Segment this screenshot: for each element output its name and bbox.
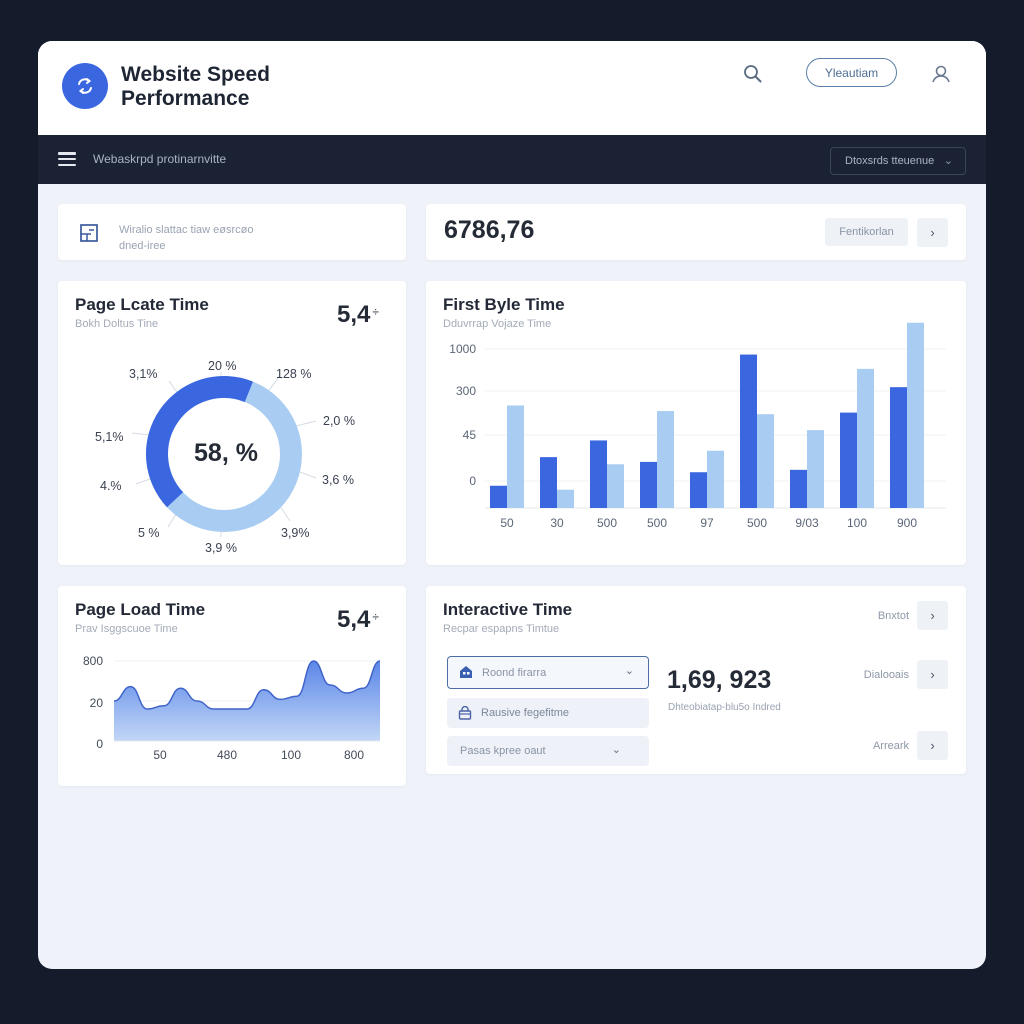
donut-label: 20 % (208, 359, 237, 373)
card-title: First Byle Time (443, 295, 565, 314)
summary-action-button[interactable]: Fentikorlan (825, 218, 908, 246)
side-item-label[interactable]: Dialooais (863, 669, 909, 681)
svg-text:900: 900 (897, 516, 917, 530)
svg-text:100: 100 (281, 748, 301, 762)
svg-text:1000: 1000 (449, 342, 476, 356)
side-item-label[interactable]: Bnxtot (877, 610, 909, 622)
card-metric: 5,4 ÷ (337, 301, 379, 329)
info-line1: Wiralio slattac tiaw eøsrcøo (119, 224, 254, 236)
svg-text:100: 100 (847, 516, 867, 530)
filter-select-value: Rausive fegefitme (481, 707, 570, 719)
header-action-button[interactable]: Yleautiam (806, 58, 897, 87)
kpi-subtitle: Dhteobiatap-blu5o Indred (668, 702, 781, 713)
donut-label: 4.% (100, 479, 122, 493)
donut-label: 3,9% (281, 526, 310, 540)
metric-suffix: ÷ (372, 610, 379, 624)
svg-text:800: 800 (344, 748, 364, 762)
chevron-right-icon[interactable]: › (917, 660, 948, 689)
card-title: Interactive Time (443, 600, 573, 619)
layout-icon (79, 223, 99, 243)
kpi-value: 1,69, 923 (667, 666, 772, 694)
card-metric: 5,4 ÷ (337, 606, 379, 634)
donut-label: 3,1% (129, 367, 158, 381)
svg-text:0: 0 (469, 474, 476, 488)
app-window: Website Speed Performance Yleautiam Weba… (38, 41, 986, 969)
card-title: Page Load Time (75, 600, 206, 619)
info-line2: dned-iree (119, 240, 166, 252)
donut-label: 3,6 % (322, 473, 354, 487)
area-chart: 800 20 0 50 480 100 800 (83, 654, 381, 762)
app-title-line2: Performance (121, 87, 250, 110)
summary-value: 6786,76 (444, 216, 535, 244)
card-subtitle: Dduvrrap Vojaze Time (443, 318, 552, 330)
svg-text:50: 50 (153, 748, 167, 762)
chevron-down-icon: ⌄ (624, 665, 634, 677)
donut-label: 3,9 % (205, 541, 237, 555)
nav-dropdown[interactable]: Dtoxsrds tteuenue ⌄ (830, 147, 966, 175)
svg-text:0: 0 (96, 737, 103, 751)
side-item-label[interactable]: Arreark (872, 740, 909, 752)
building-icon (459, 665, 473, 679)
donut-label: 128 % (276, 367, 312, 381)
svg-text:50: 50 (500, 516, 514, 530)
svg-text:20: 20 (90, 696, 104, 710)
chevron-right-icon[interactable]: › (917, 601, 948, 630)
svg-text:500: 500 (747, 516, 767, 530)
metric-value: 5,4 (337, 606, 371, 633)
donut-card: Page Lcate Time Bokh Doltus Tine 5,4 ÷ (58, 281, 406, 565)
filter-select-secondary[interactable]: Rausive fegefitme (447, 698, 649, 728)
svg-text:800: 800 (83, 654, 103, 668)
svg-text:500: 500 (597, 516, 617, 530)
svg-text:45: 45 (463, 428, 477, 442)
bar-chart-card: First Byle Time Dduvrrap Vojaze Time 100… (426, 281, 966, 565)
filter-select-tertiary[interactable]: Pasas kpree oaut ⌄ (447, 736, 649, 766)
card-subtitle: Bokh Doltus Tine (75, 318, 159, 330)
card-title: Page Lcate Time (75, 295, 209, 314)
summary-card: 6786,76 Fentikorlan › (426, 204, 966, 260)
app-title-line1: Website Speed (121, 63, 270, 86)
card-subtitle: Recpar espapns Timtue (443, 623, 560, 635)
svg-text:300: 300 (456, 384, 476, 398)
filter-select-value: Pasas kpree oaut (460, 745, 546, 757)
nav-breadcrumb: Webaskrpd protinarnvitte (93, 152, 227, 166)
filter-select-value: Roond firarra (482, 666, 547, 679)
donut-label: 5 % (138, 526, 160, 540)
metric-suffix: ÷ (372, 305, 379, 319)
donut-center-value: 58, % (194, 439, 258, 467)
chevron-right-icon[interactable]: › (917, 731, 948, 760)
chevron-right-icon[interactable]: › (917, 218, 948, 247)
sync-arrows-icon (62, 63, 108, 109)
chevron-down-icon: ⌄ (943, 155, 953, 167)
info-card: Wiralio slattac tiaw eøsrcøo dned-iree (58, 204, 406, 260)
header: Website Speed Performance Yleautiam (38, 41, 986, 135)
navbar: Webaskrpd protinarnvitte Dtoxsrds tteuen… (38, 135, 986, 184)
donut-label: 2,0 % (323, 414, 355, 428)
interactive-card: Interactive Time Recpar espapns Timtue R… (426, 586, 966, 774)
metric-value: 5,4 (337, 301, 371, 328)
area-chart-card: Page Load Time Prav Isggscuoe Time 5,4 ÷ … (58, 586, 406, 786)
user-icon[interactable] (930, 63, 952, 85)
svg-text:30: 30 (550, 516, 564, 530)
svg-text:97: 97 (700, 516, 714, 530)
search-icon[interactable] (742, 63, 764, 85)
donut-label: 5,1% (95, 430, 124, 444)
lock-icon (458, 705, 472, 720)
bar-chart: 1000 300 45 0 50 30 500 500 97 500 9/03 100 900 (449, 322, 946, 530)
hamburger-icon[interactable] (58, 152, 76, 167)
chevron-down-icon: ⌄ (611, 744, 621, 756)
svg-text:9/03: 9/03 (795, 516, 819, 530)
svg-text:480: 480 (217, 748, 237, 762)
svg-text:500: 500 (647, 516, 667, 530)
donut-chart: 58, % 20 % 128 % 2,0 % 3,6 % 3,9% 3,9 % … (58, 341, 406, 565)
info-text: Wiralio slattac tiaw eøsrcøo dned-iree (119, 222, 319, 254)
nav-dropdown-value: Dtoxsrds tteuenue (845, 155, 935, 167)
app-title: Website Speed Performance (121, 63, 341, 111)
filter-select-primary[interactable]: Roond firarra ⌄ (447, 656, 649, 689)
card-subtitle: Prav Isggscuoe Time (75, 623, 178, 635)
